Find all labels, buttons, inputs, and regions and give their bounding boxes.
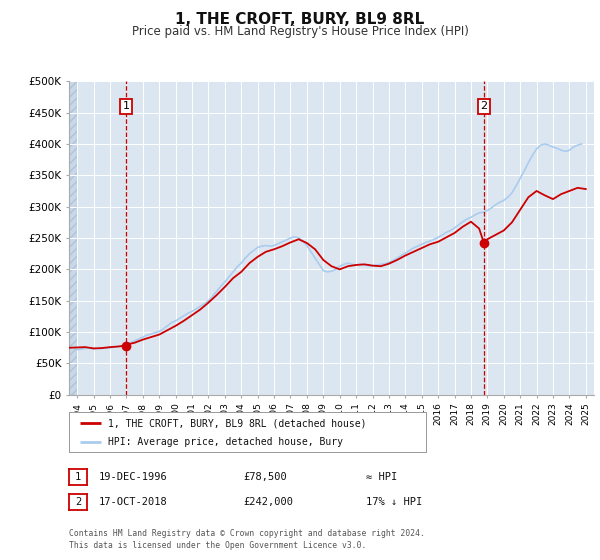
- Text: 2: 2: [481, 101, 487, 111]
- Text: HPI: Average price, detached house, Bury: HPI: Average price, detached house, Bury: [108, 437, 343, 447]
- Text: Contains HM Land Registry data © Crown copyright and database right 2024.: Contains HM Land Registry data © Crown c…: [69, 529, 425, 538]
- Text: 1, THE CROFT, BURY, BL9 8RL: 1, THE CROFT, BURY, BL9 8RL: [175, 12, 425, 27]
- Text: Price paid vs. HM Land Registry's House Price Index (HPI): Price paid vs. HM Land Registry's House …: [131, 25, 469, 38]
- Text: £242,000: £242,000: [243, 497, 293, 507]
- Text: 1: 1: [75, 472, 81, 482]
- Text: This data is licensed under the Open Government Licence v3.0.: This data is licensed under the Open Gov…: [69, 541, 367, 550]
- Text: 17-OCT-2018: 17-OCT-2018: [99, 497, 168, 507]
- Text: ≈ HPI: ≈ HPI: [366, 472, 397, 482]
- Text: 1: 1: [122, 101, 130, 111]
- Text: 19-DEC-1996: 19-DEC-1996: [99, 472, 168, 482]
- Text: 1, THE CROFT, BURY, BL9 8RL (detached house): 1, THE CROFT, BURY, BL9 8RL (detached ho…: [108, 418, 367, 428]
- Text: 2: 2: [75, 497, 81, 507]
- Text: 17% ↓ HPI: 17% ↓ HPI: [366, 497, 422, 507]
- Text: £78,500: £78,500: [243, 472, 287, 482]
